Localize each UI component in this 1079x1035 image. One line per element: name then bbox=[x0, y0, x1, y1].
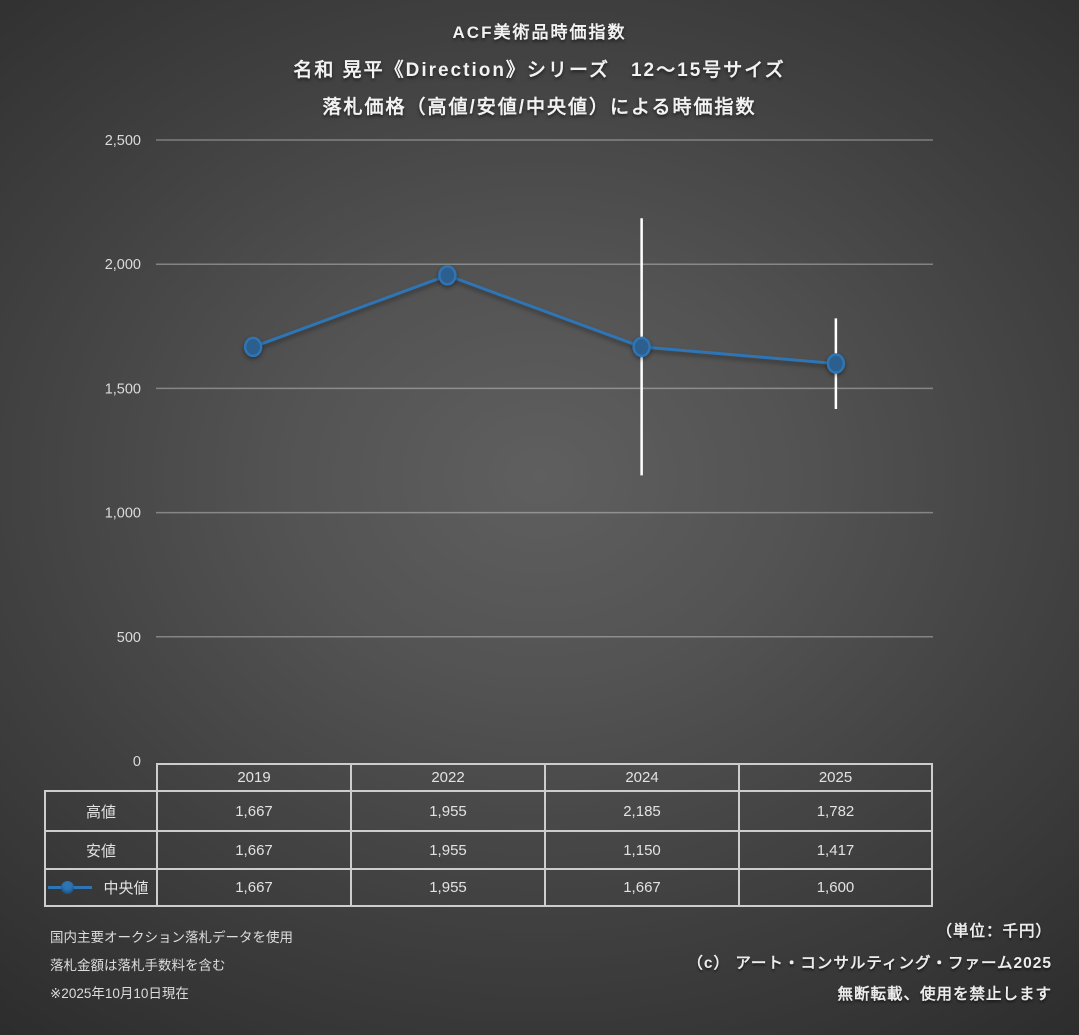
table-row-label-low: 安値 bbox=[44, 830, 156, 868]
table-header-2025: 2025 bbox=[738, 763, 933, 790]
chart-title-block: ACF美術品時価指数 名和 晃平《Direction》シリーズ 12～15号サイ… bbox=[0, 14, 1079, 126]
table-header-2019: 2019 bbox=[156, 763, 350, 790]
table-value-median-2019: 1,667 bbox=[156, 868, 350, 907]
table-header-2022: 2022 bbox=[350, 763, 544, 790]
table-value-high-2022: 1,955 bbox=[350, 790, 544, 830]
unit-label: （単位：千円） bbox=[936, 923, 1052, 940]
y-axis-labels-group: 0 500 1,000 1,500 2,000 2,500 bbox=[105, 133, 141, 770]
footnote-as-of-date: ※2025年10月10日現在 bbox=[50, 986, 189, 1001]
legend-dot-icon bbox=[61, 881, 74, 894]
table-value-low-2024: 1,150 bbox=[544, 830, 738, 868]
table-corner-cell bbox=[44, 763, 156, 790]
y-axis-tick-label: 2,500 bbox=[105, 133, 141, 149]
table-value-low-2019: 1,667 bbox=[156, 830, 350, 868]
median-line-group bbox=[252, 273, 837, 366]
median-legend-key-icon bbox=[46, 870, 96, 905]
high-low-lines-group bbox=[640, 218, 838, 476]
footnote-data-source: 国内主要オークション落札データを使用 bbox=[50, 930, 293, 945]
median-data-point bbox=[826, 353, 846, 374]
copyright-text: （c） アート・コンサルティング・ファーム2025 bbox=[687, 954, 1052, 972]
rights-notice: 無断転載、使用を禁止します bbox=[837, 986, 1052, 1003]
table-value-median-2024: 1,667 bbox=[544, 868, 738, 907]
median-series-line bbox=[252, 273, 837, 366]
table-value-median-2022: 1,955 bbox=[350, 868, 544, 907]
chart-title-line1: ACF美術品時価指数 bbox=[452, 23, 627, 42]
table-value-high-2019: 1,667 bbox=[156, 790, 350, 830]
table-value-low-2025: 1,417 bbox=[738, 830, 933, 868]
median-label-text: 中央値 bbox=[103, 880, 149, 897]
table-value-high-2025: 1,782 bbox=[738, 790, 933, 830]
price-data-table: 2019 2022 2024 2025 高値 1,667 1,955 2,185… bbox=[44, 763, 933, 907]
footnote-fees: 落札金額は落札手数料を含む bbox=[50, 958, 226, 973]
median-data-point bbox=[632, 336, 651, 358]
table-row-label-median: 中央値 bbox=[44, 868, 156, 907]
median-markers-group bbox=[243, 265, 846, 374]
y-axis-tick-label: 1,000 bbox=[105, 506, 141, 522]
y-axis-tick-label: 1,500 bbox=[105, 381, 141, 397]
gridlines-group bbox=[156, 139, 933, 638]
median-data-point bbox=[438, 265, 457, 286]
chart-title-line2: 名和 晃平《Direction》シリーズ 12～15号サイズ bbox=[293, 60, 786, 81]
table-value-high-2024: 2,185 bbox=[544, 790, 738, 830]
table-row-label-high: 高値 bbox=[44, 790, 156, 830]
table-value-median-2025: 1,600 bbox=[738, 868, 933, 907]
y-axis-tick-label: 2,000 bbox=[105, 257, 141, 273]
table-value-low-2022: 1,955 bbox=[350, 830, 544, 868]
chart-title-line3: 落札価格（高値/安値/中央値）による時価指数 bbox=[322, 97, 757, 118]
y-axis-tick-label: 0 bbox=[133, 754, 141, 770]
table-header-2024: 2024 bbox=[544, 763, 738, 790]
footer-right: （単位：千円） （c） アート・コンサルティング・ファーム2025 無断転載、使… bbox=[687, 916, 1052, 1011]
y-axis-tick-label: 500 bbox=[117, 630, 141, 646]
median-data-point bbox=[243, 336, 263, 358]
footnotes-left: 国内主要オークション落札データを使用 落札金額は落札手数料を含む ※2025年1… bbox=[50, 924, 293, 1008]
